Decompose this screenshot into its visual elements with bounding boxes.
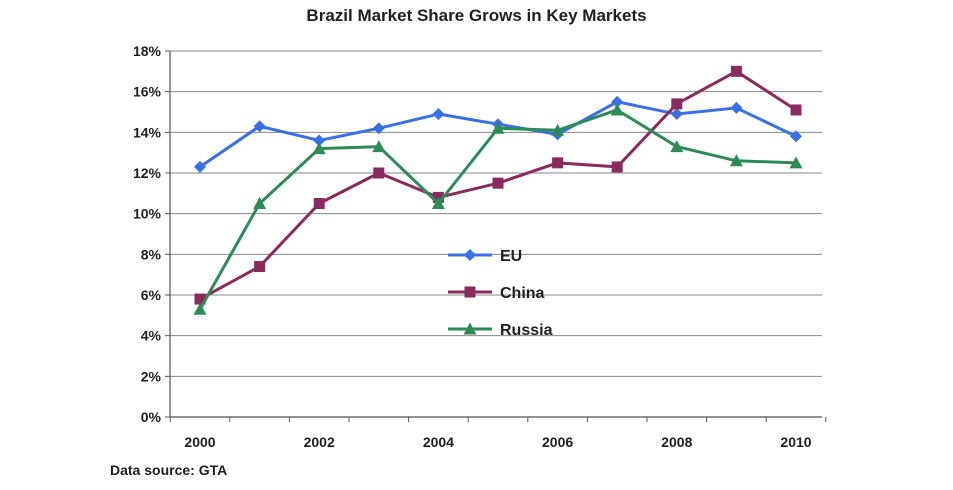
data-point-russia [193, 302, 207, 315]
x-axis-ticks: 2000 2002 2004 2006 2008 2010 [169, 417, 827, 450]
data-point-eu [313, 134, 326, 147]
x-tick-label: 2000 [184, 434, 215, 450]
y-axis-ticks: 0% 2% 4% 6% 8% 10% 12% 14% 16% 18% [133, 43, 170, 425]
series-line-russia [198, 108, 797, 310]
series-russia [193, 103, 803, 315]
x-tick-label: 2004 [423, 434, 454, 450]
data-point-eu [432, 108, 445, 121]
x-tick-label: 2002 [304, 434, 335, 450]
data-point-china [254, 261, 266, 273]
x-tick-label: 2010 [780, 434, 811, 450]
x-tick-label: 2006 [542, 434, 573, 450]
data-point-china [552, 157, 564, 169]
legend-item-eu: EU [448, 248, 522, 265]
y-tick-label: 8% [141, 246, 162, 262]
data-point-eu [253, 120, 266, 133]
data-point-russia [670, 140, 684, 153]
data-point-russia [491, 121, 505, 134]
y-tick-label: 6% [141, 287, 162, 303]
data-point-eu [611, 95, 624, 108]
source-note: Data source: GTA [110, 462, 228, 478]
y-tick-label: 0% [141, 409, 162, 425]
series-eu [194, 95, 802, 173]
data-point-russia [551, 123, 565, 136]
y-tick-label: 10% [133, 206, 162, 222]
series-china [194, 65, 802, 305]
data-point-eu [730, 101, 743, 114]
legend-item-russia: Russia [448, 322, 553, 339]
data-point-china [492, 177, 504, 189]
data-point-china [194, 293, 206, 305]
data-point-eu [670, 108, 683, 121]
data-point-eu [790, 130, 802, 143]
y-tick-label: 16% [133, 84, 162, 100]
y-tick-label: 2% [141, 368, 162, 384]
grid-lines [170, 50, 822, 377]
data-point-china [313, 198, 325, 209]
legend-label-eu: EU [500, 248, 522, 265]
y-tick-label: 14% [133, 124, 162, 140]
data-point-russia [372, 140, 386, 153]
axes [169, 51, 822, 418]
data-point-eu [194, 160, 206, 173]
data-point-russia [610, 103, 624, 116]
legend: EU China Russia [448, 248, 553, 339]
y-tick-label: 18% [133, 43, 162, 59]
data-point-eu [372, 122, 385, 135]
legend-label-china: China [500, 285, 545, 302]
data-point-china [671, 98, 683, 110]
legend-marker-eu [464, 249, 476, 261]
legend-label-russia: Russia [500, 322, 553, 339]
x-tick-label: 2008 [661, 434, 692, 450]
data-point-russia [729, 154, 743, 167]
series-group [193, 65, 803, 315]
data-point-china [790, 104, 802, 116]
data-point-china [730, 65, 742, 77]
data-point-china [373, 167, 385, 179]
data-point-china [611, 161, 623, 173]
y-tick-label: 12% [133, 165, 162, 181]
legend-item-china: China [448, 285, 545, 302]
chart-title: Brazil Market Share Grows in Key Markets [306, 6, 647, 25]
series-line-eu [199, 100, 797, 169]
data-point-russia [312, 142, 326, 155]
data-point-russia [431, 197, 445, 209]
data-point-russia [253, 197, 267, 209]
data-point-russia [789, 156, 803, 169]
legend-marker-russia [463, 322, 477, 335]
legend-marker-china [464, 286, 476, 298]
y-tick-label: 4% [141, 328, 162, 344]
